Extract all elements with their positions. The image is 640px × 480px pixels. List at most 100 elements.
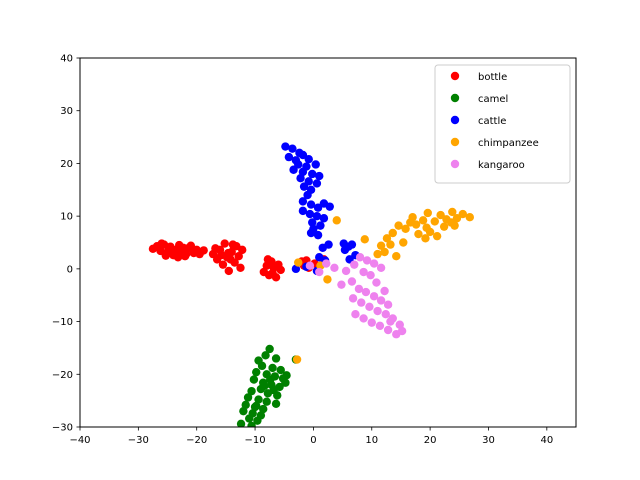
- legend: bottle camel cattle chimpanzee kangaroo: [434, 64, 571, 184]
- point-camel-0: [265, 344, 274, 354]
- point-kangaroo-4: [350, 260, 359, 269]
- point-camel-25: [259, 404, 268, 414]
- point-chimpanzee-8: [418, 216, 428, 225]
- point-cattle-24: [298, 206, 308, 216]
- point-chimpanzee-27: [450, 221, 459, 230]
- point-camel-36: [266, 375, 275, 384]
- point-kangaroo-3: [376, 263, 386, 273]
- point-kangaroo-22: [359, 314, 368, 323]
- point-bottle-35: [236, 263, 245, 273]
- point-kangaroo-8: [337, 280, 346, 289]
- legend-label-kangaroo: kangaroo: [478, 160, 525, 171]
- point-chimpanzee-32: [323, 275, 332, 284]
- point-kangaroo-2: [369, 259, 379, 268]
- point-cattle-3: [284, 152, 294, 162]
- y-axis: −30 −20 −10 0 10 20 30 40: [52, 54, 80, 434]
- x-tick-label: 20: [424, 435, 437, 446]
- point-cattle-38: [347, 240, 357, 249]
- point-chimpanzee-31: [360, 235, 369, 244]
- legend-box: [434, 64, 571, 184]
- point-bottle-51: [268, 268, 277, 278]
- legend-label-chimpanzee: chimpanzee: [478, 138, 539, 149]
- point-camel-4: [257, 361, 267, 371]
- point-cattle-13: [315, 171, 324, 181]
- point-kangaroo-18: [373, 306, 382, 316]
- point-bottle-40: [228, 240, 238, 249]
- point-camel-29: [245, 414, 254, 423]
- point-cattle-31: [306, 228, 316, 238]
- point-kangaroo-30: [322, 259, 331, 268]
- point-camel-37: [260, 381, 269, 391]
- point-cattle-19: [303, 190, 312, 200]
- point-kangaroo-21: [351, 309, 360, 319]
- point-chimpanzee-5: [436, 210, 445, 220]
- point-chimpanzee-11: [401, 224, 410, 233]
- point-kangaroo-23: [367, 318, 376, 327]
- y-tick-label: 10: [60, 212, 73, 223]
- point-cattle-22: [313, 203, 323, 212]
- point-cattle-35: [324, 240, 333, 249]
- point-kangaroo-0: [355, 253, 365, 262]
- point-chimpanzee-0: [465, 212, 474, 222]
- point-cattle-29: [316, 221, 325, 230]
- point-kangaroo-25: [383, 325, 393, 335]
- point-cattle-4: [298, 150, 308, 160]
- point-kangaroo-5: [359, 267, 368, 277]
- point-kangaroo-17: [365, 302, 374, 312]
- point-kangaroo-11: [361, 287, 371, 297]
- plot-area: [148, 142, 474, 427]
- point-cattle-43: [315, 253, 324, 262]
- point-camel-38: [269, 385, 278, 395]
- point-bottle-12: [186, 241, 196, 250]
- point-kangaroo-33: [305, 261, 315, 270]
- point-camel-16: [247, 386, 256, 396]
- point-bottle-27: [218, 260, 228, 269]
- point-kangaroo-27: [397, 326, 407, 336]
- point-bottle-22: [173, 253, 183, 262]
- x-tick-label: 10: [365, 435, 378, 446]
- point-chimpanzee-23: [414, 229, 423, 239]
- point-camel-1: [261, 351, 270, 360]
- x-tick-label: −20: [186, 435, 207, 446]
- point-camel-6: [276, 365, 285, 375]
- x-tick-label: 0: [310, 435, 316, 446]
- x-tick-label: −10: [245, 435, 266, 446]
- point-kangaroo-19: [381, 309, 390, 319]
- point-bottle-23: [157, 239, 166, 248]
- point-chimpanzee-34: [292, 355, 302, 364]
- point-chimpanzee-14: [382, 234, 392, 243]
- point-kangaroo-13: [376, 296, 386, 305]
- plot-frame: [79, 57, 577, 428]
- point-cattle-1: [288, 144, 297, 153]
- point-camel-20: [254, 395, 263, 404]
- point-kangaroo-24: [375, 321, 385, 330]
- point-cattle-28: [308, 218, 317, 227]
- point-camel-32: [247, 421, 256, 427]
- legend-marker-chimpanzee: [450, 137, 460, 147]
- point-cattle-21: [306, 200, 316, 209]
- y-tick-label: 40: [60, 54, 73, 65]
- point-kangaroo-31: [330, 263, 339, 273]
- point-bottle-34: [234, 252, 243, 261]
- point-camel-19: [243, 393, 253, 402]
- legend-marker-bottle: [450, 71, 460, 81]
- point-kangaroo-16: [357, 298, 366, 307]
- point-camel-23: [241, 400, 250, 410]
- point-kangaroo-10: [354, 284, 364, 294]
- point-bottle-28: [220, 239, 229, 248]
- point-chimpanzee-17: [380, 247, 389, 257]
- point-kangaroo-15: [348, 294, 358, 303]
- legend-label-bottle: bottle: [478, 72, 507, 83]
- point-chimpanzee-18: [386, 240, 395, 249]
- point-chimpanzee-1: [458, 209, 467, 219]
- point-camel-34: [282, 371, 291, 380]
- point-cattle-33: [325, 202, 334, 211]
- point-bottle-39: [211, 244, 220, 253]
- x-tick-label: 30: [482, 435, 495, 446]
- point-chimpanzee-2: [452, 214, 462, 223]
- point-chimpanzee-16: [373, 249, 382, 259]
- point-bottle-20: [164, 245, 173, 254]
- point-bottle-16: [199, 246, 208, 255]
- x-axis: −40 −30 −20 −10 0 10 20 30 40: [69, 427, 553, 446]
- point-kangaroo-1: [362, 256, 372, 265]
